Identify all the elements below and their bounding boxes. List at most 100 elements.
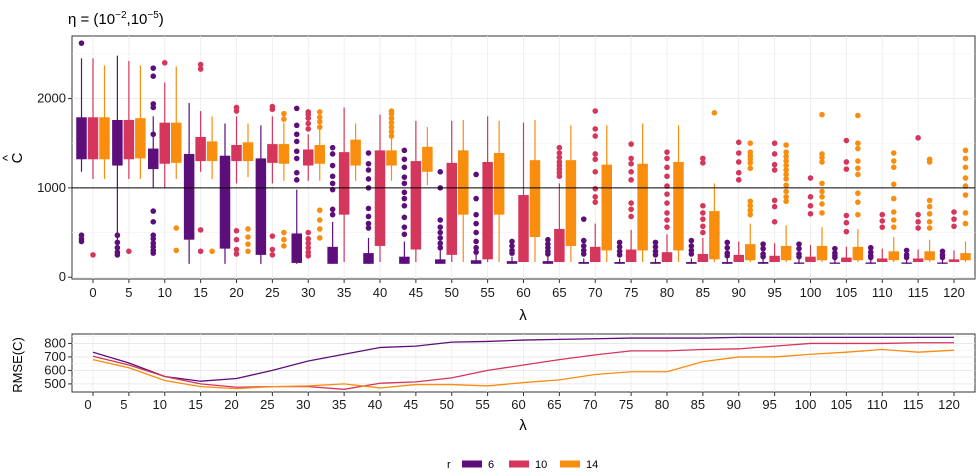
box	[960, 253, 971, 261]
outlier-point	[592, 185, 599, 192]
outlier-point	[173, 247, 180, 254]
y-tick-label: 2000	[37, 91, 66, 106]
outlier-point	[580, 237, 587, 244]
box	[865, 262, 876, 264]
outlier-point	[365, 205, 372, 212]
box	[458, 150, 469, 215]
outlier-point	[951, 223, 957, 230]
outlier-point	[628, 213, 634, 220]
outlier-point	[150, 208, 157, 214]
outlier-point	[652, 244, 659, 250]
outlier-point	[592, 194, 599, 200]
box	[76, 117, 87, 160]
outlier-point	[78, 238, 85, 245]
outlier-point	[700, 229, 706, 236]
outlier-point	[616, 244, 623, 250]
outlier-point	[735, 177, 742, 183]
outlier-point	[473, 220, 479, 227]
outlier-point	[855, 158, 861, 164]
outlier-point	[473, 238, 479, 245]
outlier-point	[819, 201, 825, 207]
outlier-point	[316, 109, 323, 115]
x-tick-label: 110	[872, 285, 893, 300]
chart-title: η = (10−2,10−5)	[68, 10, 164, 28]
y-tick-label: 700	[44, 349, 66, 364]
outlier-point	[293, 177, 300, 183]
outlier-point	[473, 249, 479, 255]
outlier-point	[437, 244, 444, 251]
outlier-point	[245, 248, 251, 255]
outlier-point	[832, 254, 838, 261]
x-tick-label: 55	[480, 285, 494, 300]
x-tick-label: 105	[831, 397, 853, 412]
outlier-point	[293, 105, 300, 112]
outlier-point	[747, 211, 754, 218]
outlier-point	[401, 147, 408, 154]
outlier-point	[580, 216, 587, 222]
box	[219, 155, 231, 249]
outlier-point	[796, 253, 802, 260]
box	[722, 262, 733, 264]
outlier-point	[783, 182, 789, 188]
outlier-point	[915, 135, 921, 141]
outlier-point	[962, 155, 969, 162]
outlier-point	[329, 206, 336, 213]
outlier-point	[616, 252, 623, 258]
outlier-point	[783, 158, 789, 164]
box	[829, 262, 841, 264]
outlier-point	[771, 197, 778, 204]
outlier-point	[401, 195, 408, 202]
outlier-point	[197, 66, 204, 72]
box	[482, 161, 493, 260]
outlier-point	[843, 219, 850, 226]
outlier-point	[329, 173, 336, 180]
box	[709, 211, 720, 260]
rmse-y-axis-title: RMSE(C)	[10, 337, 25, 393]
outlier-point	[664, 173, 670, 180]
outlier-point	[545, 236, 551, 243]
outlier-point	[316, 207, 323, 214]
outlier-point	[401, 189, 408, 196]
box	[493, 153, 505, 215]
box	[206, 141, 218, 162]
outlier-point	[807, 194, 814, 200]
boxplot-x-axis-title: λ	[519, 307, 527, 324]
x-tick-label: 5	[120, 397, 127, 412]
legend-label: 6	[488, 459, 494, 471]
outlier-point	[783, 142, 789, 148]
x-tick-label: 0	[89, 285, 96, 300]
y-tick-label: 0	[59, 269, 66, 284]
outlier-point	[843, 166, 850, 172]
box	[231, 144, 242, 162]
x-tick-label: 115	[908, 285, 929, 300]
series-line-6	[92, 336, 954, 382]
x-tick-label: 20	[229, 285, 243, 300]
outlier-point	[915, 211, 921, 218]
outlier-point	[401, 214, 408, 221]
outlier-point	[867, 244, 874, 251]
outlier-point	[545, 251, 551, 257]
box	[686, 262, 697, 264]
x-tick-label: 90	[727, 397, 741, 412]
outlier-point	[760, 245, 766, 252]
y-tick-label: 800	[44, 335, 66, 350]
outlier-point	[628, 160, 634, 167]
x-tick-label: 120	[943, 285, 965, 300]
outlier-point	[783, 194, 789, 200]
x-tick-label: 35	[337, 285, 351, 300]
outlier-point	[819, 154, 825, 161]
x-tick-label: 55	[475, 397, 489, 412]
legend: r 6 10 14	[447, 459, 598, 471]
box	[780, 245, 792, 261]
outlier-point	[245, 226, 251, 232]
outlier-point	[926, 197, 933, 204]
box	[816, 245, 828, 261]
box	[769, 255, 780, 263]
box	[399, 256, 410, 264]
boxplot-y-axis-title: C ^	[0, 152, 26, 163]
outlier-point	[771, 161, 778, 168]
outlier-point	[783, 162, 789, 169]
outlier-point	[114, 252, 121, 258]
outlier-point	[293, 131, 300, 138]
box	[470, 260, 482, 264]
